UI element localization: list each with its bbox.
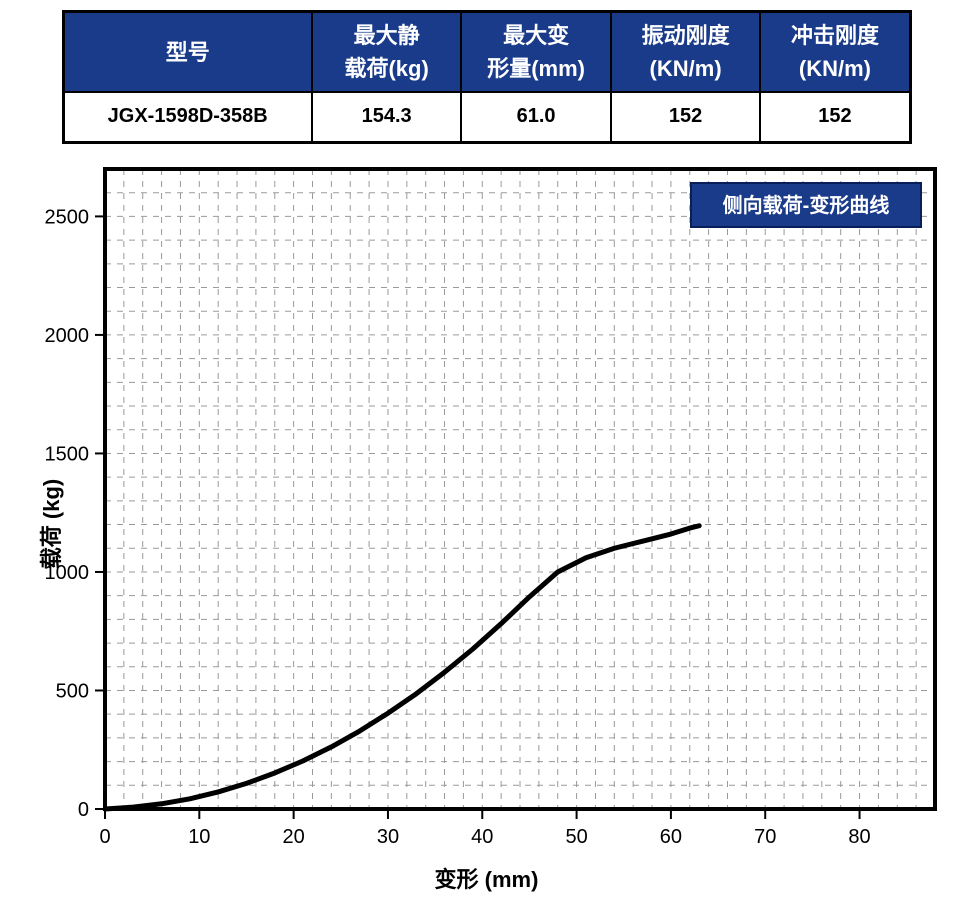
x-axis-title: 变形 (mm): [435, 862, 539, 894]
svg-text:80: 80: [848, 826, 870, 848]
svg-text:50: 50: [565, 826, 587, 848]
svg-text:60: 60: [660, 826, 682, 848]
table-row: JGX-1598D-358B 154.3 61.0 152 152: [63, 92, 910, 142]
svg-text:侧向载荷-变形曲线: 侧向载荷-变形曲线: [723, 193, 890, 217]
svg-text:10: 10: [188, 826, 210, 848]
td-model: JGX-1598D-358B: [63, 92, 312, 142]
chart-container: 载荷 (kg) 变形 (mm) 010203040506070800500100…: [10, 154, 963, 894]
th-model: 型号: [63, 12, 312, 93]
svg-text:20: 20: [283, 826, 305, 848]
table-header-row: 型号 最大静载荷(kg) 最大变形量(mm) 振动刚度(KN/m) 冲击刚度(K…: [63, 12, 910, 93]
th-max-deform: 最大变形量(mm): [461, 12, 610, 93]
svg-text:1500: 1500: [45, 443, 90, 465]
th-max-load: 最大静载荷(kg): [312, 12, 461, 93]
svg-text:0: 0: [99, 826, 110, 848]
svg-text:40: 40: [471, 826, 493, 848]
svg-text:0: 0: [78, 799, 89, 821]
y-axis-title: 载荷 (kg): [34, 478, 66, 568]
svg-text:70: 70: [754, 826, 776, 848]
svg-text:2500: 2500: [45, 206, 90, 228]
spec-table: 型号 最大静载荷(kg) 最大变形量(mm) 振动刚度(KN/m) 冲击刚度(K…: [62, 10, 912, 144]
th-vib-stiff: 振动刚度(KN/m): [611, 12, 761, 93]
td-max-deform: 61.0: [461, 92, 610, 142]
td-vib-stiff: 152: [611, 92, 761, 142]
svg-text:30: 30: [377, 826, 399, 848]
svg-text:500: 500: [56, 680, 89, 702]
th-impact-stiff: 冲击刚度(KN/m): [760, 12, 910, 93]
td-impact-stiff: 152: [760, 92, 910, 142]
chart-svg: 0102030405060708005001000150020002500侧向载…: [10, 154, 963, 894]
svg-text:2000: 2000: [45, 324, 90, 346]
td-max-load: 154.3: [312, 92, 461, 142]
